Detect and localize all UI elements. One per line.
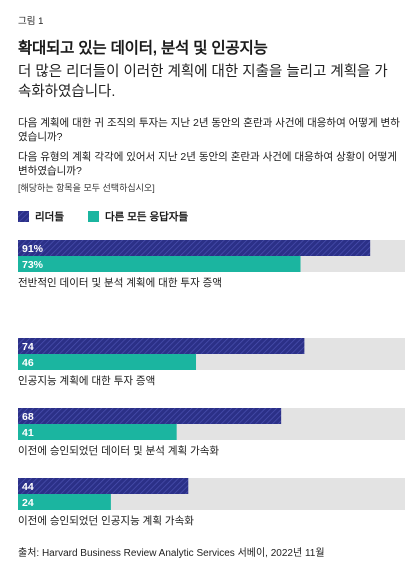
source-note: 출처: Harvard Business Review Analytic Ser… [18, 548, 325, 559]
legend-swatch-leaders [18, 211, 29, 222]
data-label-others: 73% [22, 259, 44, 271]
survey-note: [해당하는 항목을 모두 선택하십시오] [18, 183, 155, 193]
data-label-leaders: 68 [22, 411, 34, 423]
bar-leaders [18, 408, 282, 424]
data-label-leaders: 74 [22, 341, 34, 353]
bar-leaders [18, 338, 305, 354]
legend-item-leaders: 리더들 [18, 209, 64, 224]
data-label-others: 41 [22, 427, 34, 439]
data-label-others: 46 [22, 357, 34, 369]
category-label: 전반적인 데이터 및 분석 계획에 대한 투자 증액 [18, 277, 222, 289]
legend-swatch-others [87, 211, 99, 222]
survey-question-1: 다음 계획에 대한 귀 조직의 투자는 지난 2년 동안의 혼란과 사건에 대응… [18, 117, 400, 143]
bar-others [18, 354, 197, 370]
legend-label-leaders: 리더들 [35, 211, 64, 223]
data-label-leaders: 91% [22, 243, 44, 255]
category-label: 인공지능 계획에 대한 투자 증액 [18, 375, 155, 387]
category-label: 이전에 승인되었던 인공지능 계획 가속화 [18, 515, 194, 527]
figure-label: 그림 1 [18, 16, 44, 27]
data-label-others: 24 [22, 497, 34, 509]
chart-title: 확대되고 있는 데이터, 분석 및 인공지능 [18, 40, 268, 57]
bar-others [18, 494, 111, 510]
legend-item-others: 다른 모든 응답자들 [87, 209, 189, 224]
bar-others [18, 424, 177, 440]
survey-question-2: 다음 유형의 계획 각각에 있어서 지난 2년 동안의 혼란과 사건에 대응하여… [18, 151, 397, 177]
chart-subtitle: 더 많은 리더들이 이러한 계획에 대한 지출을 늘리고 계획을 가속화하였습니… [18, 64, 388, 100]
bar-others [18, 256, 301, 272]
category-label: 이전에 승인되었던 데이터 및 분석 계획 가속화 [18, 445, 219, 457]
bar-leaders [18, 240, 371, 256]
data-label-leaders: 44 [22, 481, 34, 493]
legend-label-others: 다른 모든 응답자들 [104, 211, 189, 223]
legend: 리더들 다른 모든 응답자들 [18, 209, 188, 224]
bar-leaders [18, 478, 189, 494]
